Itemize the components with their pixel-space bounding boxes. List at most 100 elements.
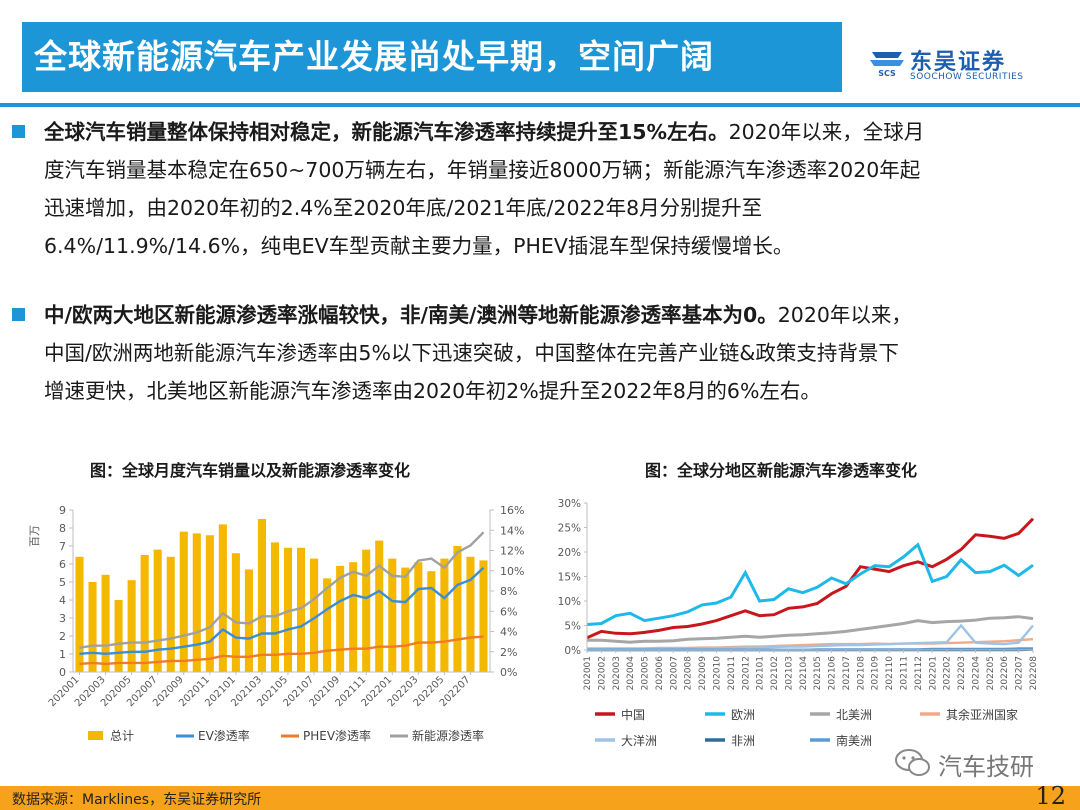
y2-tick-label: 10% (500, 565, 524, 578)
y-axis-label: 百万 (28, 525, 41, 547)
y2-tick-label: 0% (500, 666, 517, 679)
bar-total (310, 558, 319, 672)
wechat-icon (895, 749, 930, 776)
chart-2-regional-penetration: 0% 5% 10% 15% 20% 25% 30% 202001 202002 202003 202… (558, 498, 1039, 748)
bar-total (336, 565, 345, 672)
watermark-text: 汽车技研 (938, 753, 1034, 781)
series-line-欧洲 (586, 542, 1034, 626)
x-tick-label: 202207 (1015, 656, 1025, 690)
x-tick-label: 202101 (756, 656, 766, 690)
y-tick-label: 10% (558, 596, 581, 608)
y-tick-label: 3 (59, 612, 66, 625)
watermark: 汽车技研 (880, 745, 1060, 781)
bar-total (323, 578, 332, 672)
legend-label: 其余亚洲国家 (946, 707, 1018, 722)
x-tick-label: 202011 (727, 656, 737, 690)
bar-total (414, 562, 423, 672)
legend-label: 新能源渗透率 (412, 728, 484, 743)
y-tick-label: 8 (59, 522, 66, 535)
bar-total (297, 547, 306, 672)
y2-tick-label: 4% (500, 626, 517, 639)
x-tick-label: 202208 (1029, 656, 1039, 691)
y-tick-label: 0% (564, 645, 581, 657)
bullet-1-line-2: 度汽车销量基本稳定在650~700万辆左右，年销量接近8000万辆；新能源汽车渗… (44, 158, 921, 182)
bar-total (88, 582, 97, 672)
y2-tick-label: 6% (500, 605, 517, 618)
y-tick-label: 5% (564, 621, 581, 633)
bar-total (140, 555, 149, 672)
chart-1-title: 图：全球月度汽车销量以及新能源渗透率变化 (90, 461, 411, 480)
bar-total (375, 540, 384, 672)
y-tick-label: 15% (558, 572, 581, 584)
x-tick-label: 202112 (914, 656, 924, 690)
bar-total (244, 569, 253, 672)
bar-total (257, 519, 266, 672)
x-tick-label: 202204 (971, 656, 981, 691)
legend-label: 欧洲 (731, 708, 755, 722)
logo-mark-text: SCS (878, 69, 896, 78)
x-tick-label: 202107 (842, 656, 852, 690)
x-tick-label: 202004 (626, 656, 636, 691)
x-tick-label: 202009 (698, 656, 708, 691)
x-tick-label: 202103 (784, 656, 794, 690)
x-tick-label: 202206 (1000, 656, 1010, 691)
y2-tick-label: 12% (500, 545, 524, 558)
bar-total (283, 547, 293, 672)
bar-total (388, 558, 397, 672)
x-tick-label: 202002 (597, 656, 607, 690)
x-tick-label: 202106 (828, 656, 838, 691)
page-title: 全球新能源汽车产业发展尚处早期，空间广阔 (22, 22, 842, 92)
bullet-1-line-3: 迅速增加，由2020年初的2.4%至2020年底/2021年底/2022年8月分… (44, 196, 763, 220)
bullet-1-bold: 全球汽车销量整体保持相对稳定，新能源汽车渗透率持续提升至15%左右。 (44, 120, 729, 144)
data-source: 数据来源：Marklines，东吴证券研究所 (12, 792, 262, 808)
legend-label: 北美洲 (836, 708, 872, 722)
logo-text-cn: 东吴证券 (910, 50, 1007, 75)
x-tick-label: 202205 (986, 656, 996, 690)
bullet-1-line-4: 6.4%/11.9%/14.6%，纯电EV车型贡献主要力量，PHEV插混车型保持… (44, 234, 794, 258)
bar-total (218, 524, 227, 672)
bullet-1-line-1: 2020年以来，全球月 (728, 120, 925, 144)
x-tick-label: 202008 (684, 656, 694, 691)
bar-total (192, 533, 201, 672)
bar-total (114, 600, 123, 672)
bullet-square-icon (12, 125, 25, 138)
y-tick-label: 4 (59, 594, 66, 607)
x-tick-label: 202010 (712, 656, 722, 691)
logo-icon: SCS (870, 52, 904, 78)
series-line-中国 (586, 517, 1035, 640)
x-tick-label: 202104 (799, 656, 809, 691)
series-line-大洋洲 (587, 623, 1034, 651)
y2-tick-label: 8% (500, 585, 517, 598)
x-tick-label: 202108 (856, 656, 866, 691)
y-tick-label: 9 (59, 504, 66, 517)
y-tick-label: 20% (558, 547, 581, 559)
legend-label: 大洋洲 (621, 733, 657, 748)
footer-bar: 数据来源：Marklines，东吴证券研究所 12 (0, 782, 1080, 810)
series-line-PHEV渗透率 (79, 635, 484, 666)
x-tick-label: 202110 (885, 656, 895, 691)
series-line-新能源渗透率 (79, 531, 485, 649)
bar-total (166, 556, 175, 672)
bar-total (453, 546, 462, 672)
bar-total (362, 549, 371, 672)
x-tick-label: 202105 (813, 656, 823, 690)
logo-text-en: SOOCHOW SECURITIES (910, 72, 1024, 82)
legend-swatch (88, 731, 103, 740)
header-divider (0, 103, 1080, 107)
bar-total (466, 556, 475, 672)
legend-label: 总计 (110, 729, 134, 743)
bar-total (270, 542, 280, 672)
bullet-2-line-2: 中国/欧洲两地新能源汽车渗透率由5%以下迅速突破，中国整体在完善产业链&政策支持… (44, 341, 899, 365)
y2-tick-label: 2% (500, 646, 517, 659)
x-tick-label: 202201 (928, 656, 938, 690)
y-tick-label: 6 (59, 558, 66, 571)
series-line-EV渗透率 (79, 566, 485, 656)
page-number: 12 (1035, 782, 1066, 810)
y-tick-label: 25% (558, 523, 581, 535)
bar-total (349, 562, 358, 672)
y-tick-label: 2 (59, 630, 66, 643)
bar-total (205, 535, 214, 672)
bullet-2-line-3: 增速更快，北美地区新能源汽车渗透率由2020年初2%提升至2022年8月的6%左… (44, 379, 821, 403)
y-tick-label: 7 (59, 540, 66, 553)
x-tick-label: 202203 (957, 656, 967, 690)
